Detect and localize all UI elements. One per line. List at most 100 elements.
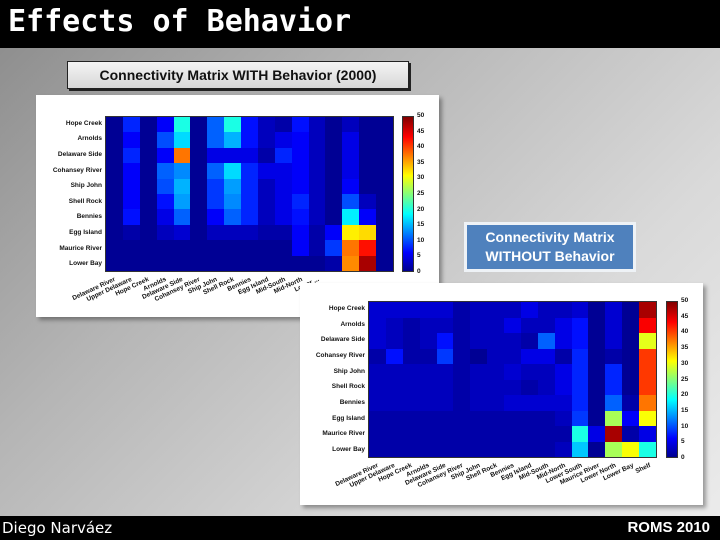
heatmap-cell: [554, 410, 572, 426]
heatmap-cell: [470, 364, 488, 380]
heatmap-cell: [139, 147, 157, 164]
heatmap-cell: [487, 348, 505, 364]
heatmap-cell: [419, 302, 437, 318]
heatmap-cell: [453, 426, 471, 442]
heatmap-cell: [274, 240, 292, 256]
heatmap-cell: [470, 426, 488, 442]
heatmap-cell: [571, 333, 589, 349]
heatmap-cell: [190, 117, 208, 133]
colorbar: [402, 116, 414, 272]
heatmap-cell: [291, 163, 309, 179]
heatmap-cell: [369, 317, 386, 333]
heatmap-cell: [639, 379, 656, 395]
heatmap-cell: [571, 317, 589, 333]
heatmap-cell: [190, 163, 208, 179]
row-label: Delaware Side: [57, 151, 102, 158]
heatmap-cell: [571, 379, 589, 395]
heatmap-cell: [122, 209, 140, 225]
heatmap-cell: [325, 147, 343, 164]
heatmap-cell: [156, 117, 174, 133]
heatmap-cell: [453, 302, 471, 318]
heatmap-cell: [385, 364, 403, 380]
heatmap-cell: [402, 441, 420, 457]
heatmap-cell: [554, 441, 572, 457]
heatmap-cell: [588, 441, 606, 457]
heatmap-cell: [571, 410, 589, 426]
row-label: Bennies: [76, 213, 102, 221]
heatmap-cell: [241, 224, 258, 241]
heatmap-cell: [622, 395, 640, 411]
colorbar-tick: 20: [417, 205, 425, 213]
heatmap-cell: [122, 163, 140, 179]
heatmap-cell: [342, 193, 360, 210]
heatmap-cell: [402, 426, 420, 442]
heatmap-cell: [291, 209, 309, 225]
heatmap-cell: [190, 178, 208, 194]
heatmap-cell: [291, 255, 309, 271]
heatmap-cell: [504, 395, 521, 411]
colorbar-tick: 40: [417, 143, 425, 151]
heatmap-cell: [419, 410, 437, 426]
heatmap-cell: [106, 163, 123, 179]
heatmap-grid: [368, 301, 657, 458]
heatmap-cell: [207, 147, 225, 164]
colorbar: [666, 301, 678, 458]
heatmap-cell: [241, 163, 258, 179]
heatmap-cell: [639, 302, 656, 318]
heatmap-cell: [308, 178, 326, 194]
heatmap-cell: [470, 410, 488, 426]
heatmap-cell: [173, 240, 191, 256]
heatmap-cell: [376, 240, 393, 256]
heatmap-cell: [402, 317, 420, 333]
heatmap-cell: [554, 333, 572, 349]
heatmap-cell: [359, 117, 377, 133]
heatmap-cell: [537, 348, 555, 364]
heatmap-cell: [274, 147, 292, 164]
heatmap-cell: [156, 240, 174, 256]
heatmap-cell: [537, 317, 555, 333]
heatmap-cell: [308, 224, 326, 241]
heatmap-cell: [436, 395, 454, 411]
row-label: Arnolds: [77, 135, 102, 143]
heatmap-cell: [156, 209, 174, 225]
heatmap-cell: [291, 178, 309, 194]
heatmap-cell: [605, 441, 623, 457]
heatmap-cell: [325, 132, 343, 148]
heatmap-cell: [207, 255, 225, 271]
row-label: Lower Bay: [69, 260, 102, 268]
row-label: Shell Rock: [331, 383, 365, 391]
heatmap-cell: [173, 255, 191, 271]
heatmap-cell: [376, 132, 393, 148]
heatmap-cell: [274, 224, 292, 241]
heatmap-cell: [639, 317, 656, 333]
heatmap-cell: [359, 255, 377, 271]
heatmap-cell: [156, 193, 174, 210]
heatmap-cell: [385, 441, 403, 457]
heatmap-cell: [376, 147, 393, 164]
heatmap-cell: [106, 132, 123, 148]
heatmap-cell: [308, 209, 326, 225]
heatmap-cell: [520, 426, 538, 442]
heatmap-cell: [342, 255, 360, 271]
heatmap-cell: [402, 410, 420, 426]
heatmap-cell: [419, 333, 437, 349]
heatmap-cell: [224, 117, 242, 133]
heatmap-cell: [588, 395, 606, 411]
row-label: Delaware Side: [320, 336, 365, 344]
heatmap-cell: [190, 147, 208, 164]
heatmap-cell: [106, 178, 123, 194]
heatmap-cell: [554, 302, 572, 318]
heatmap-cell: [385, 410, 403, 426]
row-label: Shell Rock: [68, 197, 102, 205]
heatmap-cell: [571, 302, 589, 318]
heatmap-cell: [139, 178, 157, 194]
row-label: Hope Creek: [65, 119, 102, 127]
heatmap-cell: [342, 132, 360, 148]
heatmap-cell: [190, 132, 208, 148]
heatmap-cell: [622, 333, 640, 349]
heatmap-cell: [470, 379, 488, 395]
heatmap-cell: [257, 240, 275, 256]
heatmap-cell: [257, 209, 275, 225]
heatmap-cell: [537, 410, 555, 426]
label-without-behavior: Connectivity Matrix WITHOUT Behavior: [464, 222, 636, 272]
